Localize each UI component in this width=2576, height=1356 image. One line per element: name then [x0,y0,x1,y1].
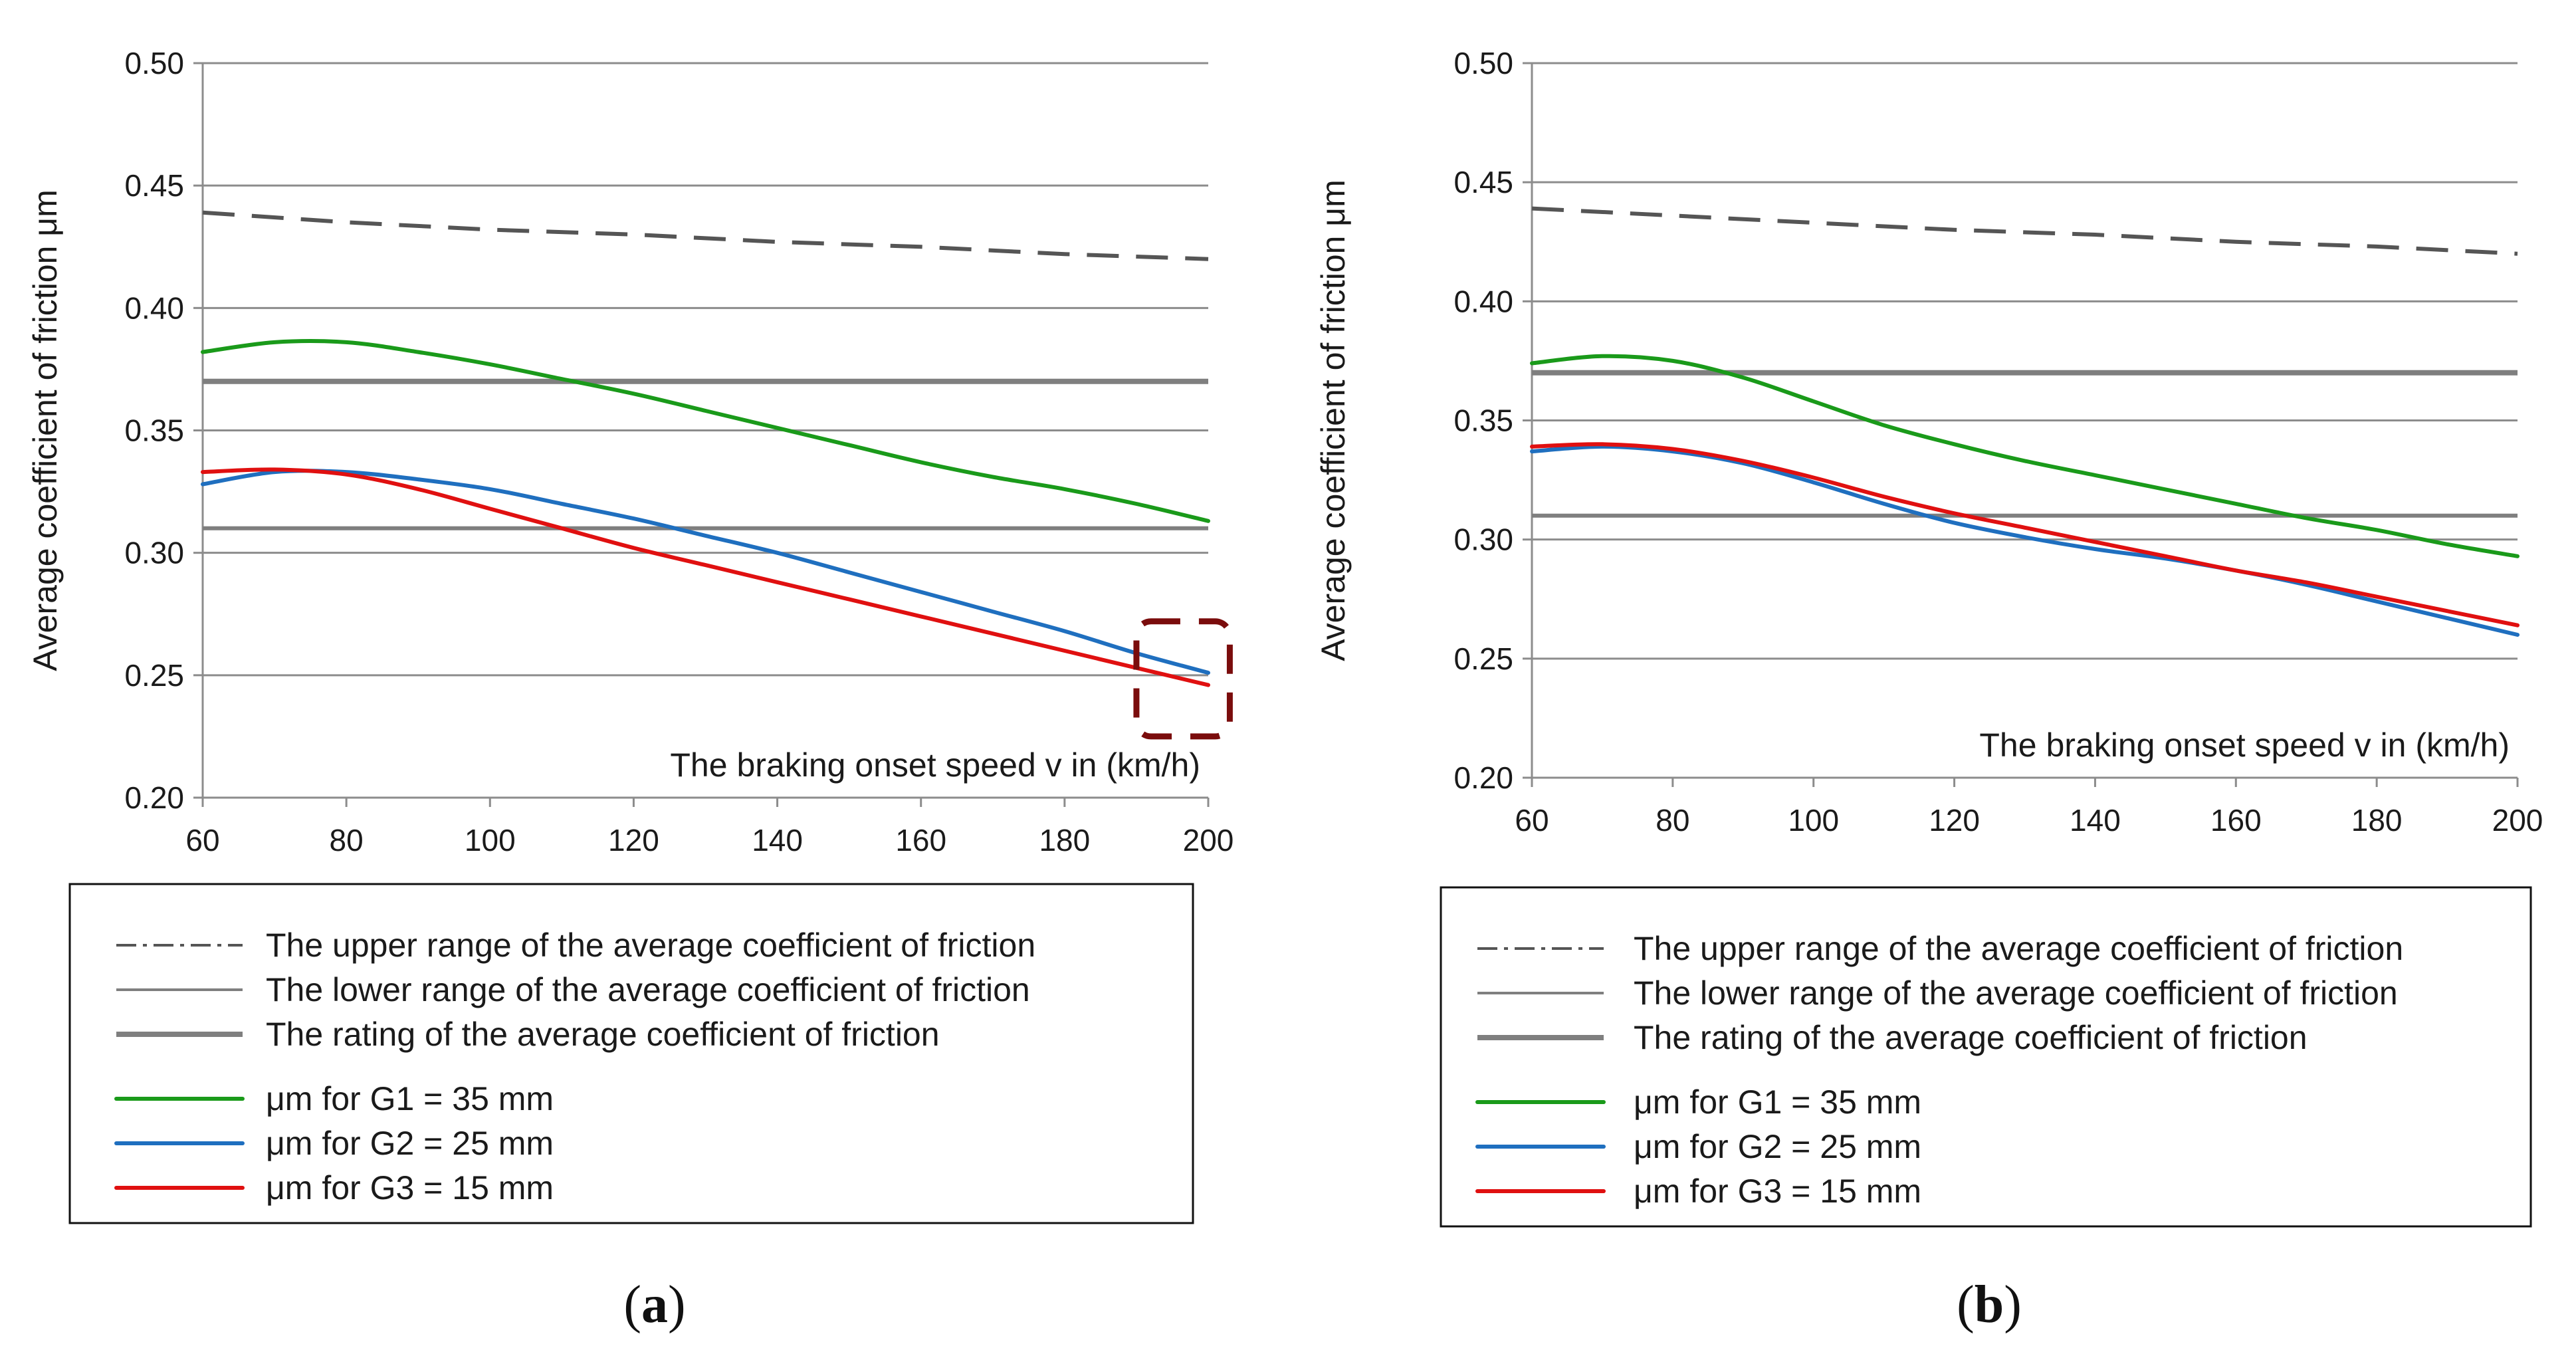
chart-a-xtick-label: 80 [330,823,364,857]
caption-b-open: ( [1957,1276,1975,1334]
chart-a-xtick-label: 100 [465,823,516,857]
chart-a-legend-label-4: μm for G2 = 25 mm [266,1125,554,1162]
chart-b-xtick-label: 140 [2070,803,2121,838]
caption-a-letter: a [641,1276,668,1334]
caption-a-open: ( [623,1276,641,1334]
chart-b-series-3-line [1530,354,2520,558]
chart-a-ytick-label: 0.20 [124,780,184,815]
chart-a-legend-label-0: The upper range of the average coefficie… [266,927,1035,964]
chart-b-ytick-label: 0.30 [1453,522,1513,557]
caption-a: (a) [555,1275,754,1335]
chart-b-legend-label-0: The upper range of the average coefficie… [1634,930,2403,967]
chart-a-xtick-label: 140 [752,823,803,857]
chart-a-legend-label-3: μm for G1 = 35 mm [266,1080,554,1117]
chart-b-ytick-label: 0.35 [1453,403,1513,438]
chart-b-legend-label-2: The rating of the average coefficient of… [1634,1019,2308,1056]
chart-panel-a: 0.20 0.25 0.30 0.35 0.40 0.45 0.50 60 80 100 120 14… [27,46,1234,1335]
chart-b-x-axis-label: The braking onset speed v in (km/h) [1979,727,2510,764]
chart-a-xtick-label: 120 [608,823,659,857]
chart-a-ytick-label: 0.35 [124,413,184,448]
chart-a-xtick-label: 180 [1039,823,1090,857]
chart-a-y-axis-label: Average coefficient of friction μm [27,189,64,671]
chart-a-ytick-label: 0.30 [124,536,184,570]
chart-b-xtick-label: 120 [1929,803,1980,838]
chart-b-y-axis-label: Average coefficient of friction μm [1315,179,1352,661]
chart-a-series-5-line [201,467,1210,687]
chart-a-legend-label-5: μm for G3 = 15 mm [266,1169,554,1206]
caption-a-close: ) [668,1276,686,1334]
chart-a-xtick-label: 160 [895,823,946,857]
chart-b-xtick-label: 100 [1788,803,1839,838]
chart-a-xtick-label: 60 [185,823,219,857]
chart-b-series-0-line [1531,206,2518,256]
chart-b-legend-label-5: μm for G3 = 15 mm [1634,1173,1921,1210]
chart-a-legend-box [68,883,1194,1224]
chart-a-ytick-label: 0.50 [124,46,184,80]
chart-a-ytick-label: 0.40 [124,290,184,325]
chart-a-ytick-label: 0.45 [124,168,184,203]
chart-b-ytick-label: 0.40 [1453,284,1513,318]
chart-b-ytick-label: 0.50 [1453,46,1513,80]
chart-a-series-0-line [202,210,1209,261]
caption-b-close: ) [2004,1276,2022,1334]
chart-b-ytick-label: 0.25 [1453,641,1513,676]
chart-b-ytick-label: 0.20 [1453,760,1513,795]
chart-b-xtick-label: 160 [2210,803,2262,838]
chart-a-series-3-line [201,339,1210,523]
chart-a-ytick-label: 0.25 [124,658,184,693]
caption-b: (b) [1889,1275,2089,1335]
chart-b-series-5-line [1530,442,2520,627]
chart-b-xtick-label: 200 [2492,803,2543,838]
chart-a-legend-label-1: The lower range of the average coefficie… [266,971,1030,1008]
chart-b-xtick-label: 60 [1515,803,1549,838]
chart-a-x-axis-label: The braking onset speed v in (km/h) [670,746,1200,784]
caption-b-letter: b [1974,1276,2004,1334]
chart-b-ytick-label: 0.45 [1453,165,1513,199]
chart-a-legend-label-2: The rating of the average coefficient of… [266,1016,940,1053]
chart-b-svg: 0.20 0.25 0.30 0.35 0.40 0.45 0.50 60 80 100 120 14… [1315,46,2543,1228]
chart-a-series-4-line [201,469,1210,675]
chart-b-legend-label-1: The lower range of the average coefficie… [1634,974,2398,1012]
chart-a-xtick-label: 200 [1183,823,1234,857]
chart-b-legend-box [1440,886,2532,1228]
chart-b-xtick-label: 80 [1656,803,1689,838]
chart-a-svg: 0.20 0.25 0.30 0.35 0.40 0.45 0.50 60 80 100 120 14… [27,46,1234,1224]
chart-b-xtick-label: 180 [2351,803,2403,838]
chart-b-legend-label-3: μm for G1 = 35 mm [1634,1083,1921,1121]
chart-b-legend-label-4: μm for G2 = 25 mm [1634,1128,1921,1165]
chart-panel-b: 0.20 0.25 0.30 0.35 0.40 0.45 0.50 60 80 100 120 14… [1288,0,2576,1356]
chart-b-series-4-line [1530,444,2520,637]
